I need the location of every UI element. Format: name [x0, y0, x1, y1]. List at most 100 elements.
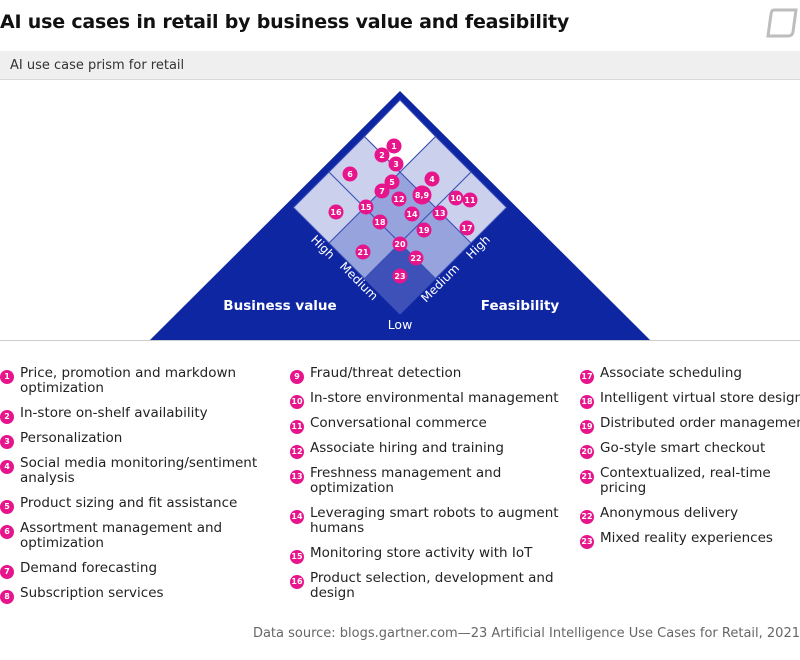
- legend-label-line: Fraud/threat detection: [310, 365, 462, 381]
- legend-label-line: optimization: [20, 380, 104, 396]
- legend-number-badge: 14: [290, 510, 304, 524]
- legend-number-badge: 22: [580, 510, 594, 524]
- legend-label-line: Social media monitoring/sentiment: [20, 455, 258, 471]
- data-point-3: [388, 156, 404, 172]
- legend-number-badge: 11: [290, 420, 304, 434]
- legend-number-badge: 4: [0, 460, 14, 474]
- data-point-label-11: 11: [464, 196, 476, 205]
- data-point-17: [459, 220, 475, 236]
- data-point-label-17: 17: [461, 224, 472, 233]
- source-note: Data source: blogs.gartner.com—23 Artifi…: [252, 626, 800, 641]
- legend-label-line: Go-style smart checkout: [600, 440, 766, 456]
- legend-number-badge: 1: [0, 370, 14, 384]
- chart-subtitle: AI use case prism for retail: [10, 58, 185, 73]
- legend-number-badge: 5: [0, 500, 14, 514]
- legend-label-line: Associate scheduling: [600, 365, 742, 381]
- legend-number-badge: 2: [0, 410, 14, 424]
- legend-label: Anonymous delivery: [600, 506, 738, 521]
- axis-label-business-value: Business value: [223, 298, 336, 314]
- data-point-label-3: 3: [393, 160, 399, 169]
- data-point-6: [342, 166, 358, 182]
- legend-label: Conversational commerce: [310, 416, 487, 431]
- data-point-label-18: 18: [374, 218, 386, 227]
- data-point-8-9: [412, 185, 432, 205]
- legend-number-badge: 12: [290, 445, 304, 459]
- data-point-20: [392, 236, 408, 252]
- legend-label-line: Assortment management and: [20, 520, 223, 536]
- legend-label-line: Associate hiring and training: [310, 440, 504, 456]
- data-point-label-12: 12: [393, 195, 404, 204]
- data-point-label-23: 23: [394, 272, 405, 281]
- legend-label: In-store environmental management: [310, 391, 559, 406]
- data-point-label-14: 14: [406, 210, 418, 219]
- axis-label-feasibility: Feasibility: [481, 298, 560, 314]
- data-point-15: [358, 199, 374, 215]
- data-point-label-13: 13: [434, 209, 445, 218]
- legend-label: Subscription services: [20, 586, 164, 601]
- legend-label: Personalization: [20, 431, 122, 446]
- data-point-label-15: 15: [360, 203, 372, 212]
- legend-number-badge: 7: [0, 565, 14, 579]
- legend-label-line: In-store environmental management: [310, 390, 559, 406]
- legend-label-line: Monitoring store activity with IoT: [310, 545, 533, 561]
- legend-label: Go-style smart checkout: [600, 441, 765, 456]
- legend-label: Social media monitoring/sentiment analysi…: [20, 456, 257, 486]
- legend-label-line: optimization: [310, 480, 394, 496]
- axis-label-low: Low: [388, 317, 413, 332]
- data-point-label-20: 20: [394, 240, 406, 249]
- data-point-5: [384, 174, 400, 190]
- data-point-7: [374, 183, 390, 199]
- legend-label: Freshness management and optimization: [310, 466, 501, 496]
- legend-number-badge: 16: [290, 575, 304, 589]
- legend-label: Associate scheduling: [600, 366, 742, 381]
- legend-label-line: Contextualized, real-time: [600, 465, 771, 481]
- data-point-13: [432, 205, 448, 221]
- legend-number-badge: 19: [580, 420, 594, 434]
- data-point-label-22: 22: [410, 254, 421, 263]
- data-point-label-10: 10: [450, 194, 462, 203]
- data-point-label-21: 21: [357, 248, 369, 257]
- legend-number-badge: 17: [580, 370, 594, 384]
- legend-label: Assortment management and optimization: [20, 521, 222, 551]
- data-point-label-7: 7: [379, 187, 385, 196]
- data-point-19: [416, 222, 432, 238]
- data-point-22: [408, 250, 424, 266]
- data-point-label-4: 4: [429, 175, 435, 184]
- data-point-12: [391, 191, 407, 207]
- data-point-11: [462, 192, 478, 208]
- legend-label: Fraud/threat detection: [310, 366, 461, 381]
- legend-label-line: Product selection, development and: [310, 570, 554, 586]
- data-point-label-8-9: 8,9: [415, 191, 430, 200]
- legend-number-badge: 3: [0, 435, 14, 449]
- legend-label-line: Anonymous delivery: [600, 505, 739, 521]
- data-point-23: [392, 268, 408, 284]
- data-point-14: [404, 206, 420, 222]
- legend-label-line: pricing: [600, 480, 647, 496]
- legend-number-badge: 20: [580, 445, 594, 459]
- legend-number-badge: 8: [0, 590, 14, 604]
- legend-label-line: Personalization: [20, 430, 123, 446]
- legend-number-badge: 6: [0, 525, 14, 539]
- legend-label: Intelligent virtual store design: [600, 391, 800, 406]
- data-point-1: [386, 138, 402, 154]
- data-point-label-1: 1: [391, 142, 397, 151]
- data-point-16: [328, 204, 344, 220]
- legend-number-badge: 10: [290, 395, 304, 409]
- legend-label: Leveraging smart robots to augment humans: [310, 506, 559, 536]
- legend-label: Mixed reality experiences: [600, 531, 773, 546]
- legend-label: Price, promotion and markdown optimizatio…: [20, 366, 236, 396]
- legend-label: Monitoring store activity with IoT: [310, 546, 532, 561]
- subtitle-bar: AI use case prism for retail: [0, 51, 800, 80]
- legend-label-line: Subscription services: [20, 585, 164, 601]
- legend-label-line: Freshness management and: [310, 465, 502, 481]
- legend-label-line: humans: [310, 520, 365, 536]
- legend-label-line: Distributed order management: [600, 415, 800, 431]
- prism-chart: Business value FeasibilityLowHighMediumHi…: [150, 91, 650, 340]
- legend-label-line: design: [310, 585, 355, 601]
- legend-label: Product selection, development and design: [310, 571, 554, 601]
- legend-number-badge: 23: [580, 535, 594, 549]
- legend-number-badge: 18: [580, 395, 594, 409]
- legend-label: Contextualized, real-time pricing: [600, 466, 771, 496]
- legend-number-badge: 21: [580, 470, 594, 484]
- legend-label-line: Conversational commerce: [310, 415, 487, 431]
